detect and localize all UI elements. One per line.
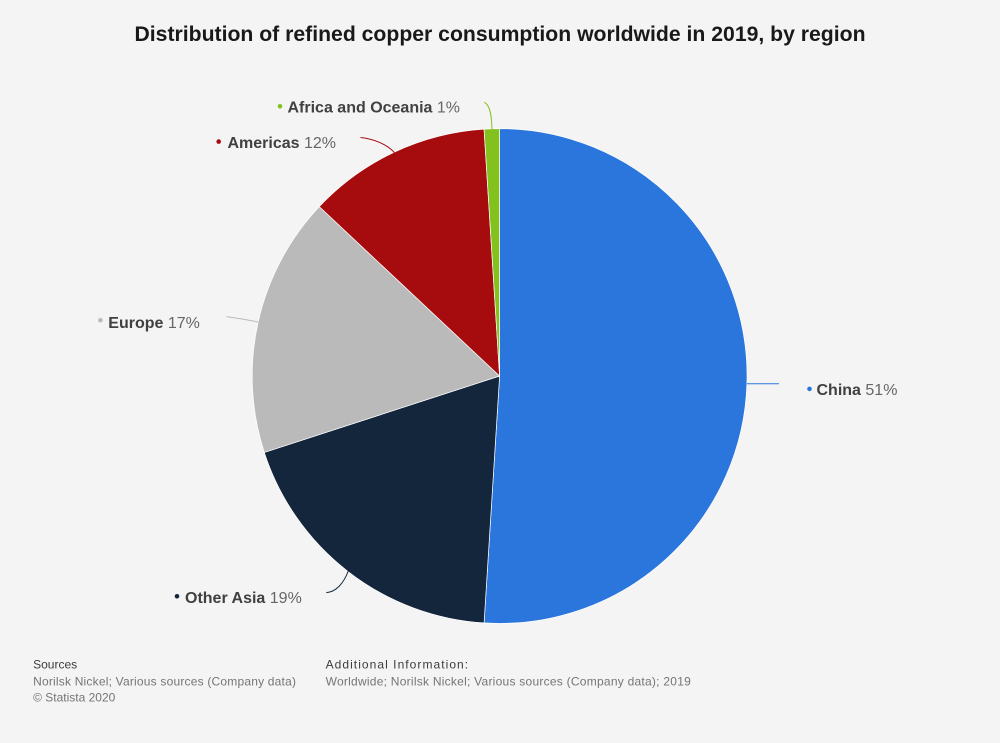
svg-text:Norilsk Nickel; Various source: Norilsk Nickel; Various sources (Company… [33, 675, 296, 689]
svg-text:Europe 17%: Europe 17% [108, 315, 200, 332]
svg-text:© Statista 2020: © Statista 2020 [33, 691, 116, 705]
svg-text:Americas 12%: Americas 12% [228, 135, 337, 152]
svg-text:Distribution of refined copper: Distribution of refined copper consumpti… [134, 23, 865, 46]
svg-text:Africa and Oceania 1%: Africa and Oceania 1% [288, 100, 461, 117]
svg-text:Sources: Sources [33, 658, 77, 672]
svg-text:China 51%: China 51% [817, 382, 898, 399]
svg-text:Additional Information:: Additional Information: [326, 658, 470, 672]
svg-text:Other Asia 19%: Other Asia 19% [185, 590, 302, 607]
svg-text:Worldwide; Norilsk Nickel; Var: Worldwide; Norilsk Nickel; Various sourc… [326, 675, 692, 689]
